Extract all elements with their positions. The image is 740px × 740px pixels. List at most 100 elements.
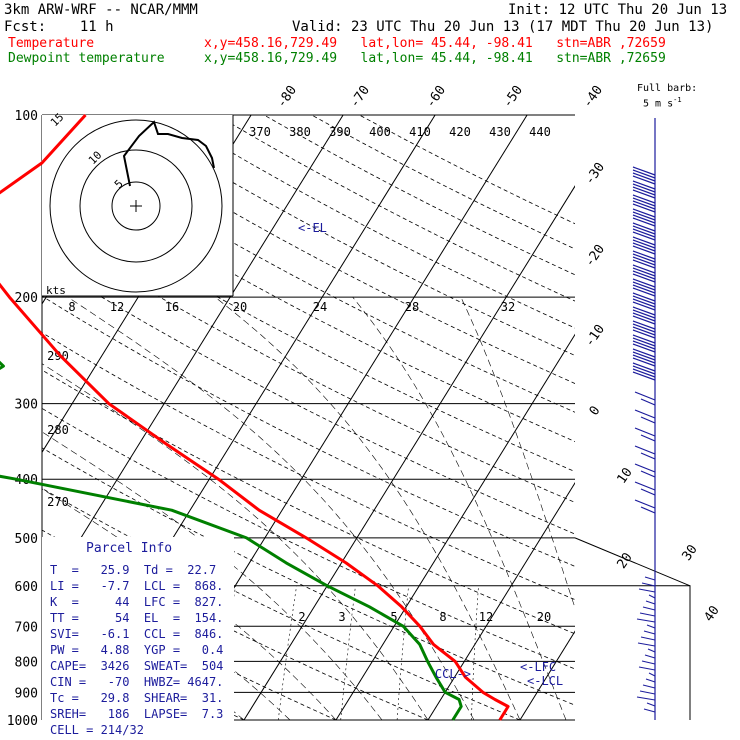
isotherm — [427, 481, 575, 720]
wind-barb — [632, 320, 656, 330]
wind-barb — [642, 606, 656, 611]
wind-barb — [643, 708, 656, 713]
wind-barb — [632, 256, 656, 266]
wind-barb — [632, 172, 656, 182]
wind-barb — [644, 654, 656, 659]
wind-barb — [632, 197, 656, 207]
pressure-tick-label: 900 — [15, 686, 38, 701]
scale-label: 16 — [165, 300, 179, 314]
temperature-tick-label: -70 — [347, 83, 373, 111]
wind-barb — [640, 506, 656, 514]
init-time: Init: 12 UTC Thu 20 Jun 13 — [508, 2, 728, 18]
wind-barb — [645, 678, 656, 683]
wind-barb — [632, 301, 656, 311]
wind-barb — [632, 231, 656, 241]
dry-adiabat — [42, 332, 575, 601]
theta-top-label: 380 — [289, 125, 311, 139]
wind-barb — [646, 624, 656, 629]
wind-barb — [634, 445, 656, 455]
dewpoint-legend-label: Dewpoint temperature — [8, 51, 165, 66]
isotherm — [704, 115, 740, 720]
wind-barb — [632, 281, 656, 291]
parcel-row: SREH= 186 LAPSE= 7.3 — [50, 707, 224, 721]
wind-barb — [639, 612, 656, 617]
mixing-ratio-label: 2 — [298, 610, 305, 624]
temperature-location: x,y=458.16,729.49 lat,lon= 45.44, -98.41… — [204, 36, 666, 51]
wind-barb — [632, 315, 656, 325]
dry-adiabat — [42, 487, 521, 720]
mixing-ratio-line — [277, 585, 297, 721]
wind-barb — [644, 576, 656, 581]
wind-barb — [639, 690, 656, 695]
mixing-ratio-label: 20 — [537, 610, 551, 624]
model-title: 3km ARW-WRF -- NCAR/MMM — [4, 2, 198, 18]
wind-barb — [632, 270, 656, 280]
theta-side-label: 270 — [47, 495, 69, 509]
level-annotation: <-LCL — [527, 674, 563, 688]
temperature-tick-label: -20 — [582, 242, 608, 270]
theta-side-label: 280 — [47, 423, 69, 437]
theta-top-label: 430 — [489, 125, 511, 139]
temperature-tick-label: 10 — [614, 465, 635, 486]
wind-barb — [632, 312, 656, 322]
temperature-tick-label: 30 — [679, 542, 700, 563]
moist-adiabat — [42, 536, 291, 720]
hodograph-units: kts — [46, 284, 66, 297]
parcel-row: LI = -7.7 LCL = 868. — [50, 579, 224, 593]
wind-barb — [640, 488, 656, 496]
dry-adiabat — [359, 115, 575, 225]
dry-adiabat — [42, 529, 429, 720]
wind-barb — [634, 409, 656, 419]
isotherm — [42, 115, 344, 602]
wind-barb — [640, 470, 656, 478]
pressure-tick-label: 300 — [15, 398, 38, 413]
parcel-row: PW = 4.88 YGP = 0.4 — [50, 643, 224, 657]
temperature-tick-label: -30 — [582, 160, 608, 188]
wind-barb — [632, 371, 656, 381]
level-annotation: <-LFC — [520, 660, 556, 674]
wind-barb — [634, 391, 656, 401]
wind-barb — [641, 582, 656, 587]
pressure-tick-label: 800 — [15, 655, 38, 670]
wind-barb — [634, 463, 656, 473]
wind-barb — [632, 183, 656, 193]
temperature-profile — [0, 113, 510, 721]
wind-barb — [634, 499, 656, 509]
wind-barb — [632, 264, 656, 274]
dry-adiabat — [311, 115, 575, 250]
theta-top-label: 400 — [369, 125, 391, 139]
wind-barb — [640, 416, 656, 424]
parcel-row: CIN = -70 HWBZ= 4647. — [50, 675, 224, 689]
wind-barb — [641, 660, 656, 665]
moist-adiabat — [460, 296, 575, 609]
hodograph-ring — [79, 149, 193, 263]
wind-barb — [632, 189, 656, 199]
wind-barb — [632, 295, 656, 305]
wind-barbs — [632, 118, 656, 720]
mixing-ratio-label: 8 — [439, 610, 446, 624]
wind-barb — [632, 250, 656, 260]
level-annotation: CCL-> — [435, 667, 471, 681]
wind-barb — [632, 292, 656, 302]
wind-barb — [632, 200, 656, 210]
wind-barb — [632, 180, 656, 190]
wind-barb — [632, 259, 656, 269]
wind-barb — [632, 253, 656, 263]
isotherm — [612, 115, 740, 720]
dewpoint-profile — [0, 360, 463, 721]
theta-top-label: 390 — [329, 125, 351, 139]
dry-adiabat — [42, 447, 575, 706]
parcel-row: Tc = 29.8 SHEAR= 31. — [50, 691, 224, 705]
forecast-hour: Fcst: 11 h — [4, 19, 114, 35]
wind-barb — [632, 368, 656, 378]
wind-barb — [632, 245, 656, 255]
pressure-tick-label: 1000 — [7, 714, 38, 729]
wind-barb — [632, 222, 656, 232]
pressure-tick-label: 100 — [15, 109, 38, 124]
profile-lines — [0, 113, 510, 721]
wind-barb — [640, 434, 656, 442]
theta-top-label: 410 — [409, 125, 431, 139]
wind-barb — [632, 242, 656, 252]
temperature-legend-label: Temperature — [8, 36, 95, 51]
